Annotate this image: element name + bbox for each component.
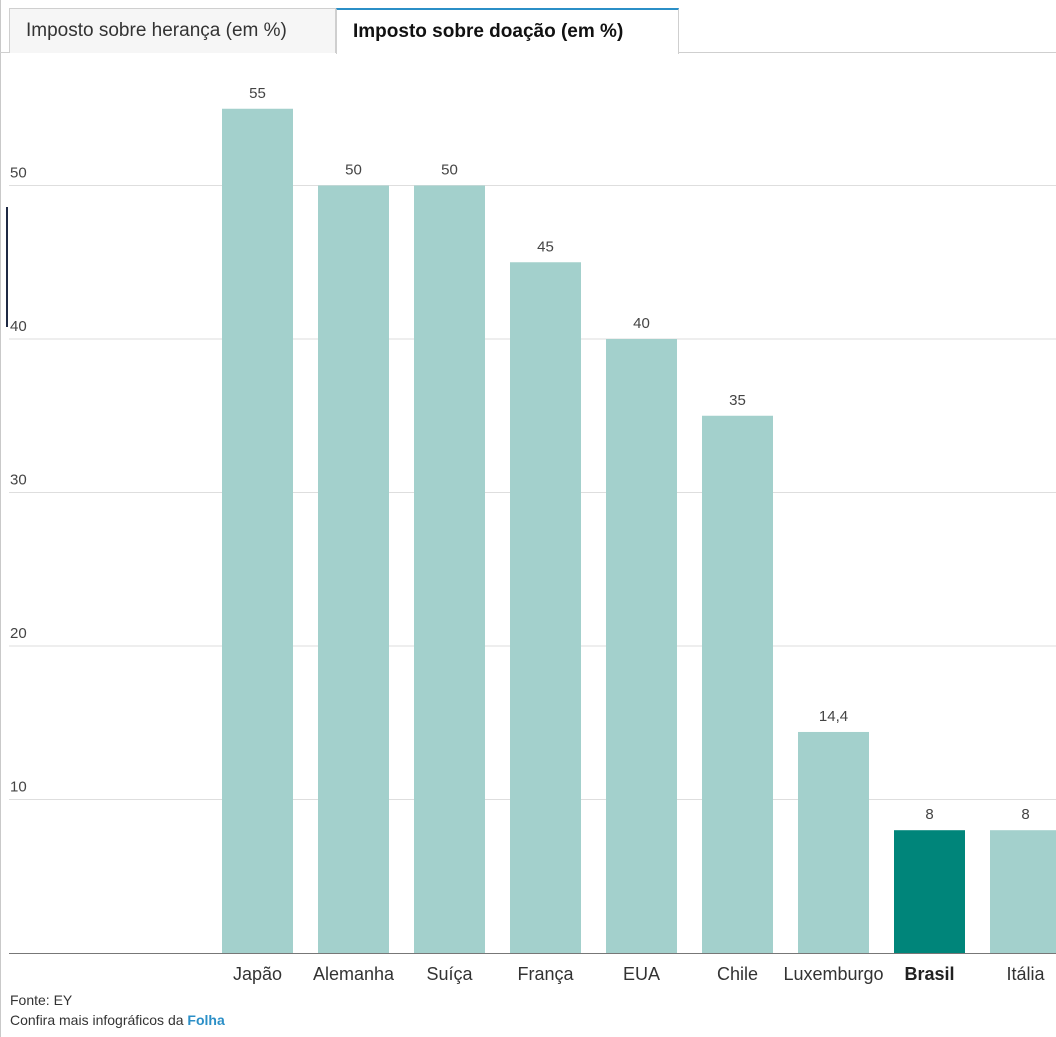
category-label-frança: França	[517, 964, 574, 984]
category-label-alemanha: Alemanha	[313, 964, 395, 984]
bar-eua	[606, 339, 677, 953]
more-infographics-text: Confira mais infográficos da	[10, 1012, 188, 1028]
tab-heranca[interactable]: Imposto sobre herança (em %)	[9, 8, 336, 53]
tab-bar: Imposto sobre herança (em %) Imposto sob…	[0, 0, 1056, 54]
category-label-eua: EUA	[623, 964, 660, 984]
category-label-brasil: Brasil	[904, 964, 954, 984]
value-label-japão: 55	[249, 85, 266, 102]
value-label-suíça: 50	[441, 162, 458, 179]
bar-frança	[510, 262, 581, 953]
bar-chile	[702, 415, 773, 953]
source-note: Fonte: EY	[10, 992, 73, 1008]
value-label-alemanha: 50	[345, 162, 362, 179]
value-label-chile: 35	[729, 392, 746, 409]
category-label-suíça: Suíça	[426, 964, 473, 984]
value-label-itália: 8	[1021, 806, 1029, 823]
bar-japão	[222, 108, 293, 953]
bar-itália	[990, 830, 1056, 953]
more-infographics-note: Confira mais infográficos da Folha	[10, 1012, 225, 1028]
category-label-itália: Itália	[1006, 964, 1045, 984]
tab-doacao[interactable]: Imposto sobre doação (em %)	[336, 8, 679, 54]
category-label-luxemburgo: Luxemburgo	[783, 964, 883, 984]
category-label-chile: Chile	[717, 964, 758, 984]
folha-link[interactable]: Folha	[187, 1012, 225, 1028]
chart-left-border	[0, 0, 1, 1037]
value-label-brasil: 8	[925, 806, 933, 823]
value-label-eua: 40	[633, 315, 650, 332]
y-tick-label-30: 30	[10, 472, 27, 489]
bar-chart: 10 20 30 40 50 55 Japão 50 Alemanha 50 Suíça 45 Fran…	[9, 85, 1056, 984]
bar-alemanha	[318, 185, 389, 953]
y-tick-label-40: 40	[10, 318, 27, 335]
category-label-japão: Japão	[233, 964, 282, 984]
bar-suíça	[414, 185, 485, 953]
y-tick-label-50: 50	[10, 165, 27, 182]
y-tick-label-20: 20	[10, 625, 27, 642]
value-label-luxemburgo: 14,4	[819, 708, 848, 725]
bar-brasil	[894, 830, 965, 953]
value-label-frança: 45	[537, 238, 554, 255]
scroll-marker	[6, 207, 8, 327]
y-tick-label-10: 10	[10, 779, 27, 796]
bar-luxemburgo	[798, 731, 869, 953]
